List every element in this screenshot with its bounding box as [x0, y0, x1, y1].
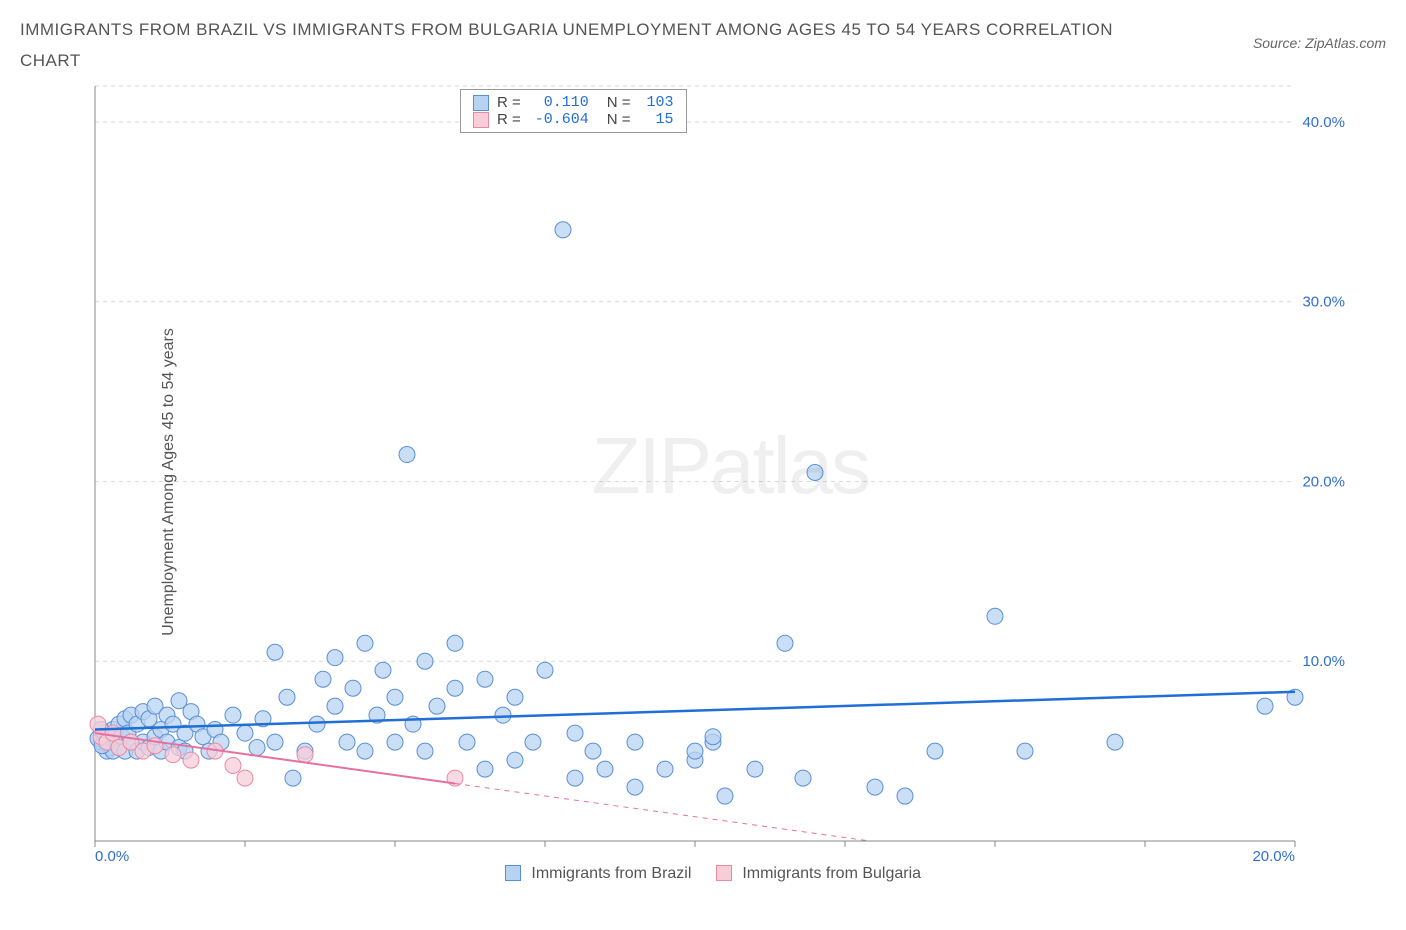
chart-container: Unemployment Among Ages 45 to 54 years R… — [20, 81, 1386, 883]
value-n-brazil: 103 — [639, 94, 674, 111]
chart-title: IMMIGRANTS FROM BRAZIL VS IMMIGRANTS FRO… — [20, 15, 1120, 76]
svg-text:20.0%: 20.0% — [1302, 474, 1345, 491]
legend-swatch-brazil — [505, 865, 521, 881]
header-row: IMMIGRANTS FROM BRAZIL VS IMMIGRANTS FRO… — [20, 15, 1386, 76]
value-r-brazil: 0.110 — [529, 94, 589, 111]
scatter-chart: 10.0% 20.0% 30.0% 40.0% 0.0% 20.0% — [50, 81, 1360, 861]
svg-text:0.0%: 0.0% — [95, 848, 129, 861]
legend-label-bulgaria: Immigrants from Bulgaria — [742, 865, 921, 882]
bottom-legend: Immigrants from Brazil Immigrants from B… — [20, 865, 1386, 883]
svg-text:10.0%: 10.0% — [1302, 653, 1345, 670]
label-n: N = — [607, 111, 631, 128]
stats-legend: R = 0.110 N = 103 R = -0.604 N = 15 — [460, 89, 687, 133]
svg-text:30.0%: 30.0% — [1302, 294, 1345, 311]
label-r: R = — [497, 111, 521, 128]
y-axis-label: Unemployment Among Ages 45 to 54 years — [160, 328, 178, 636]
swatch-brazil — [473, 95, 489, 111]
svg-text:20.0%: 20.0% — [1252, 848, 1295, 861]
stats-row-brazil: R = 0.110 N = 103 — [473, 94, 674, 111]
source-label: Source: ZipAtlas.com — [1253, 35, 1386, 51]
stats-row-bulgaria: R = -0.604 N = 15 — [473, 111, 674, 128]
legend-label-brazil: Immigrants from Brazil — [531, 865, 691, 882]
value-r-bulgaria: -0.604 — [529, 111, 589, 128]
value-n-bulgaria: 15 — [639, 111, 674, 128]
label-r: R = — [497, 94, 521, 111]
swatch-bulgaria — [473, 112, 489, 128]
svg-text:40.0%: 40.0% — [1302, 114, 1345, 131]
label-n: N = — [607, 94, 631, 111]
legend-swatch-bulgaria — [716, 865, 732, 881]
